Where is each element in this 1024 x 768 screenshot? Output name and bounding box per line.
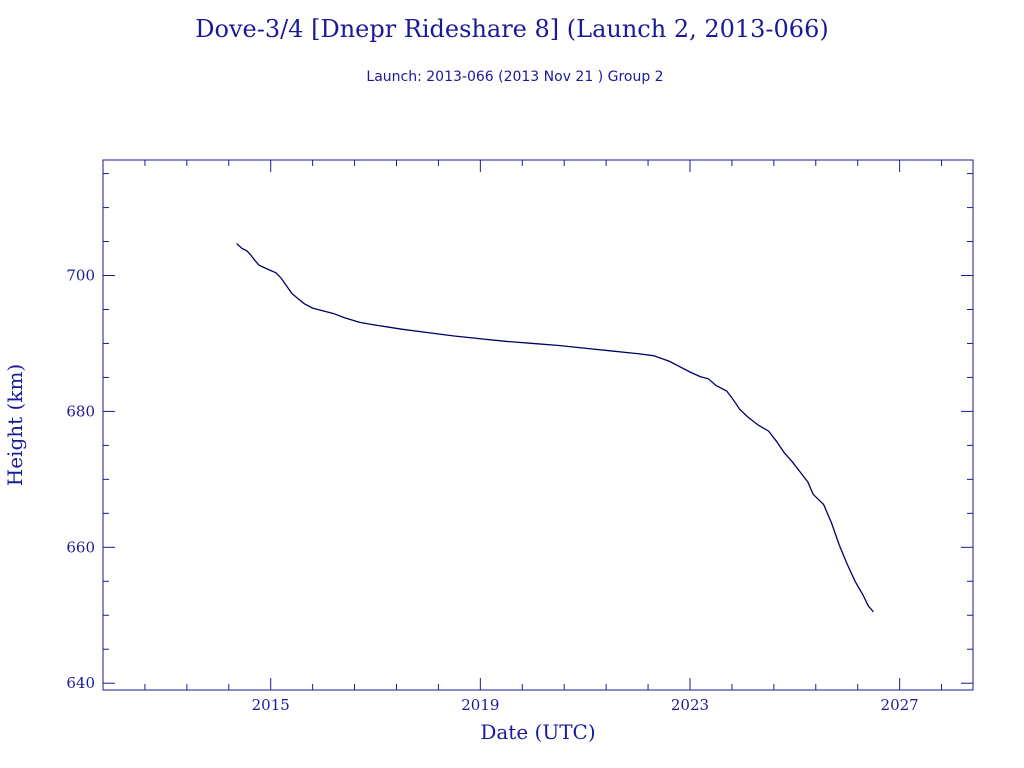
y-tick-label: 680	[66, 402, 95, 420]
x-tick-label: 2023	[671, 696, 709, 714]
y-axis-label: Height (km)	[3, 364, 27, 486]
axis-ticks	[102, 160, 973, 690]
series-line-height	[236, 243, 874, 613]
plot-frame	[102, 159, 974, 691]
chart-title: Dove-3/4 [Dnepr Rideshare 8] (Launch 2, …	[195, 15, 828, 43]
y-tick-label: 640	[66, 674, 95, 692]
y-tick-label: 660	[66, 538, 95, 556]
axis-tick-labels: 2015 2019 2023 2027 640 660 680 700	[66, 267, 918, 714]
x-tick-label: 2027	[881, 696, 919, 714]
chart-subtitle: Launch: 2013-066 (2013 Nov 21 ) Group 2	[366, 69, 663, 85]
x-tick-label: 2015	[252, 696, 290, 714]
x-axis-label: Date (UTC)	[480, 720, 595, 744]
y-tick-label: 700	[66, 267, 95, 285]
x-tick-label: 2019	[461, 696, 499, 714]
